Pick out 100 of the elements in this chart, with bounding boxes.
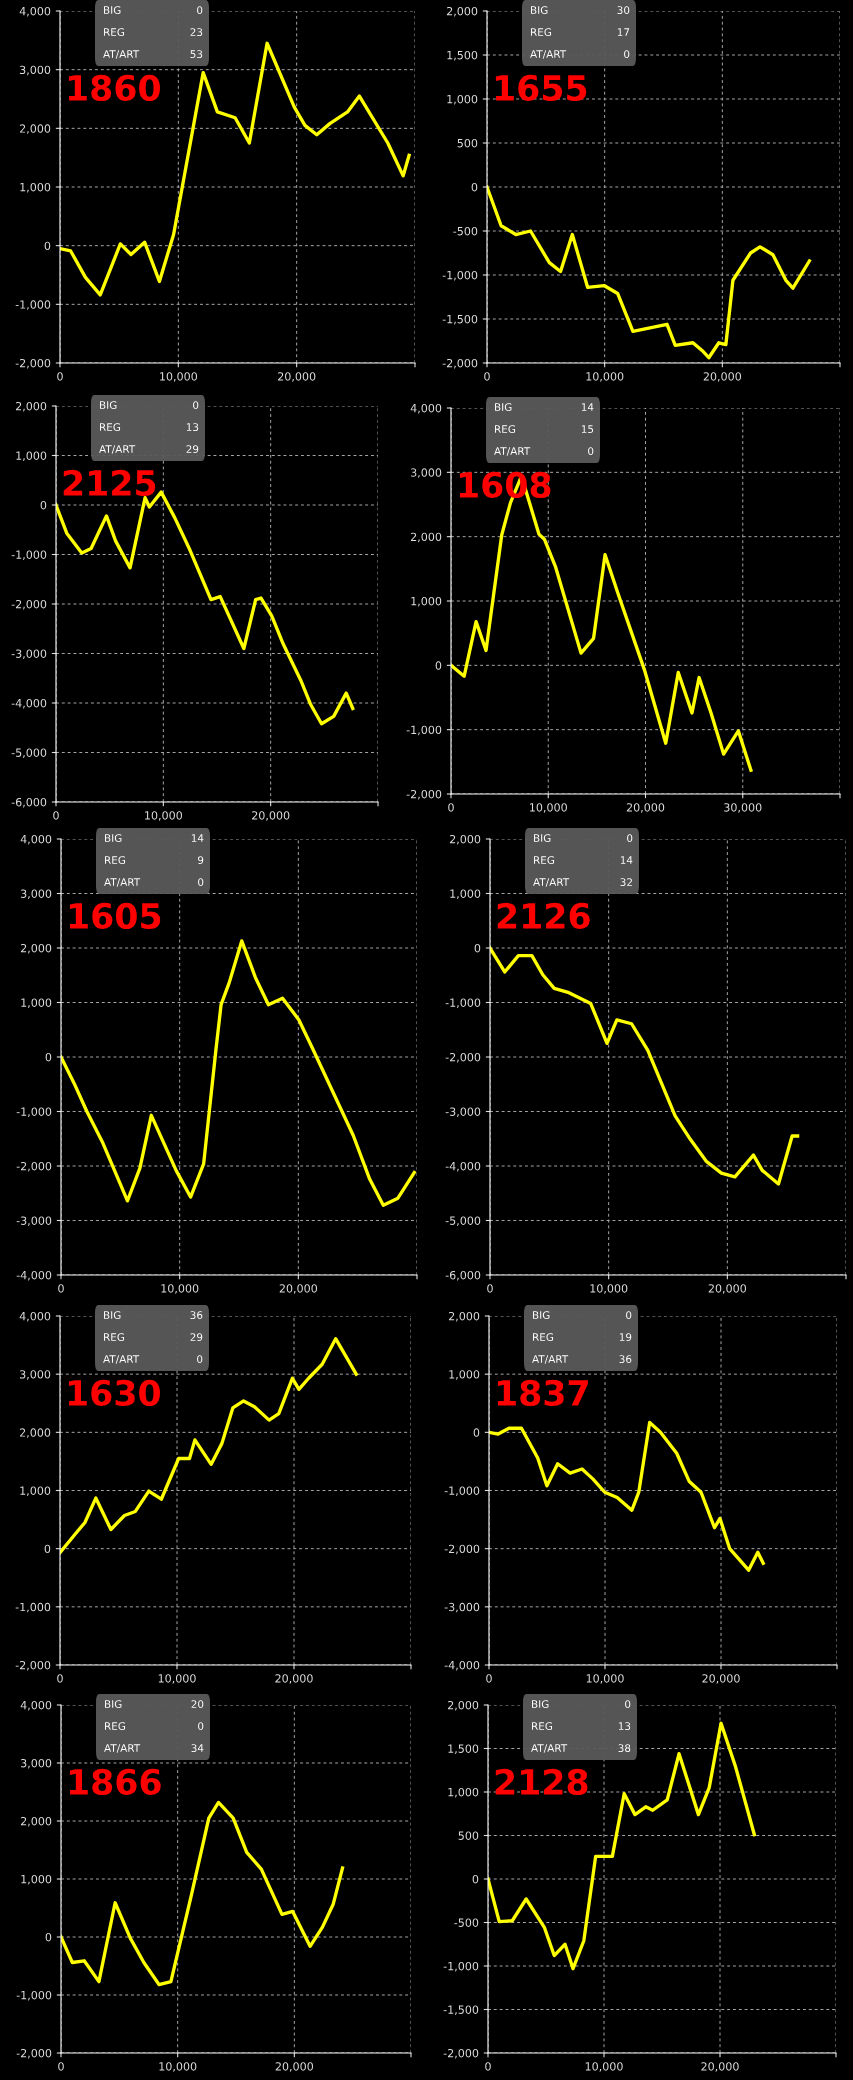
y-tick-label: -1,000: [16, 1107, 52, 1118]
x-tick-label: 20,000: [252, 811, 290, 821]
annotation: 17: [617, 28, 630, 36]
y-tick-label: 1,000: [21, 1874, 52, 1885]
y-tick-label: -3,000: [445, 1107, 481, 1118]
x-tick-label: 0: [58, 2062, 64, 2071]
text: 1605: [69, 902, 161, 930]
x-tick-label: 10,000: [161, 1284, 199, 1294]
annotation: 0: [197, 1355, 203, 1364]
y-tick-label: -4,000: [11, 698, 47, 709]
y-tick-label: -1,500: [442, 314, 478, 325]
y-tick-label: 3,000: [21, 889, 52, 900]
text: 1655: [495, 74, 587, 102]
annotation: 0: [588, 447, 594, 456]
y-tick-label: -500: [453, 226, 478, 236]
text: 1837: [497, 1379, 588, 1407]
annotation: AT/ART: [99, 445, 136, 454]
x-tick-label: 20,000: [703, 372, 742, 382]
annotation: 0: [198, 878, 204, 887]
line-series: [61, 1800, 345, 1987]
annotation: 0: [193, 401, 199, 410]
annotation: AT/ART: [104, 878, 141, 887]
y-tick-label: 2,000: [447, 1700, 479, 1711]
y-tick-label: 3,000: [20, 65, 51, 76]
y-tick-label: -1,500: [443, 2005, 479, 2016]
x-tick-label: 10,000: [159, 2062, 197, 2072]
line-series: [60, 41, 411, 297]
annotation: REG: [104, 28, 125, 37]
x-tick-label: 0: [486, 1674, 492, 1683]
y-tick-label: 0: [474, 943, 481, 953]
y-tick-label: 3,000: [20, 1370, 51, 1380]
annotation: 0: [624, 50, 630, 59]
text: 1866: [69, 1768, 161, 1796]
y-tick-label: 2,000: [20, 1816, 52, 1827]
x-tick-label: 20,000: [279, 1284, 318, 1294]
annotation: AT/ART: [103, 1355, 140, 1364]
annotation: REG: [495, 425, 516, 434]
annotation: REG: [531, 28, 552, 37]
line-series: [488, 1721, 757, 1971]
y-tick-label: 0: [44, 1544, 51, 1554]
annotation: 34: [191, 1744, 204, 1753]
y-tick-label: -4,000: [16, 1270, 52, 1281]
annotation: 38: [618, 1744, 631, 1753]
x-tick-label: 10,000: [586, 1674, 624, 1684]
x-tick-label: 20,000: [275, 2062, 314, 2072]
annotation: 30: [617, 6, 630, 15]
y-tick-label: 2,000: [20, 943, 52, 954]
y-tick-label: 1,000: [450, 889, 481, 900]
y-tick-label: 4,000: [19, 1311, 51, 1322]
y-tick-label: -4,000: [444, 1660, 480, 1671]
text: 1860: [68, 74, 160, 102]
x-tick-label: 0: [58, 1284, 64, 1293]
y-tick-label: -1,000: [445, 998, 481, 1009]
x-tick-label: 0: [57, 372, 63, 381]
y-tick-label: 1,500: [447, 50, 478, 61]
x-tick-label: 0: [57, 1674, 63, 1683]
annotation: 36: [619, 1355, 632, 1364]
y-tick-label: 2,000: [449, 834, 481, 845]
x-tick-label: 10,000: [590, 1284, 628, 1294]
annotation: AT/ART: [104, 1744, 141, 1753]
y-tick-label: 2,000: [446, 6, 478, 17]
x-tick-label: 0: [487, 1284, 493, 1293]
text: 2126: [497, 902, 590, 930]
y-tick-label: 4,000: [20, 1700, 52, 1711]
line-series: [490, 946, 800, 1186]
y-tick-label: 2,000: [19, 1428, 51, 1438]
y-tick-label: 2,000: [15, 401, 47, 412]
y-tick-label: -500: [454, 1918, 479, 1927]
annotation: 23: [190, 28, 203, 37]
annotation: AT/ART: [531, 1744, 568, 1753]
y-tick-label: 1,000: [449, 1370, 480, 1380]
annotation: 0: [625, 1700, 631, 1709]
annotation: REG: [105, 1722, 126, 1731]
y-tick-label: -2,000: [16, 1161, 52, 1172]
y-tick-label: -2,000: [406, 789, 442, 800]
annotation: BIG: [104, 1311, 121, 1320]
annotation: 19: [619, 1333, 632, 1342]
annotation: 15: [581, 425, 594, 434]
line-series: [489, 1420, 765, 1572]
y-tick-label: 2,000: [19, 124, 51, 134]
annotation: 0: [626, 1311, 632, 1320]
y-tick-label: -1,000: [15, 300, 51, 310]
y-tick-label: 0: [44, 241, 51, 251]
y-tick-label: 500: [457, 138, 478, 148]
annotation: 13: [186, 423, 199, 432]
annotation: 29: [190, 1333, 203, 1342]
annotation: AT/ART: [532, 1355, 569, 1364]
y-tick-label: -1,000: [11, 550, 47, 561]
annotation: AT/ART: [533, 878, 570, 887]
y-tick-label: -1,000: [443, 1961, 479, 1972]
annotation: 0: [627, 834, 633, 843]
annotation: REG: [534, 856, 555, 865]
y-tick-label: -1,000: [442, 270, 478, 281]
y-tick-label: -2,000: [445, 1052, 481, 1063]
annotation: 14: [581, 403, 594, 411]
text: 2125: [63, 469, 156, 497]
annotation: 53: [190, 50, 203, 59]
y-tick-label: 2,000: [448, 1311, 480, 1322]
y-tick-label: -4,000: [445, 1161, 481, 1172]
y-tick-label: 0: [45, 1052, 52, 1062]
